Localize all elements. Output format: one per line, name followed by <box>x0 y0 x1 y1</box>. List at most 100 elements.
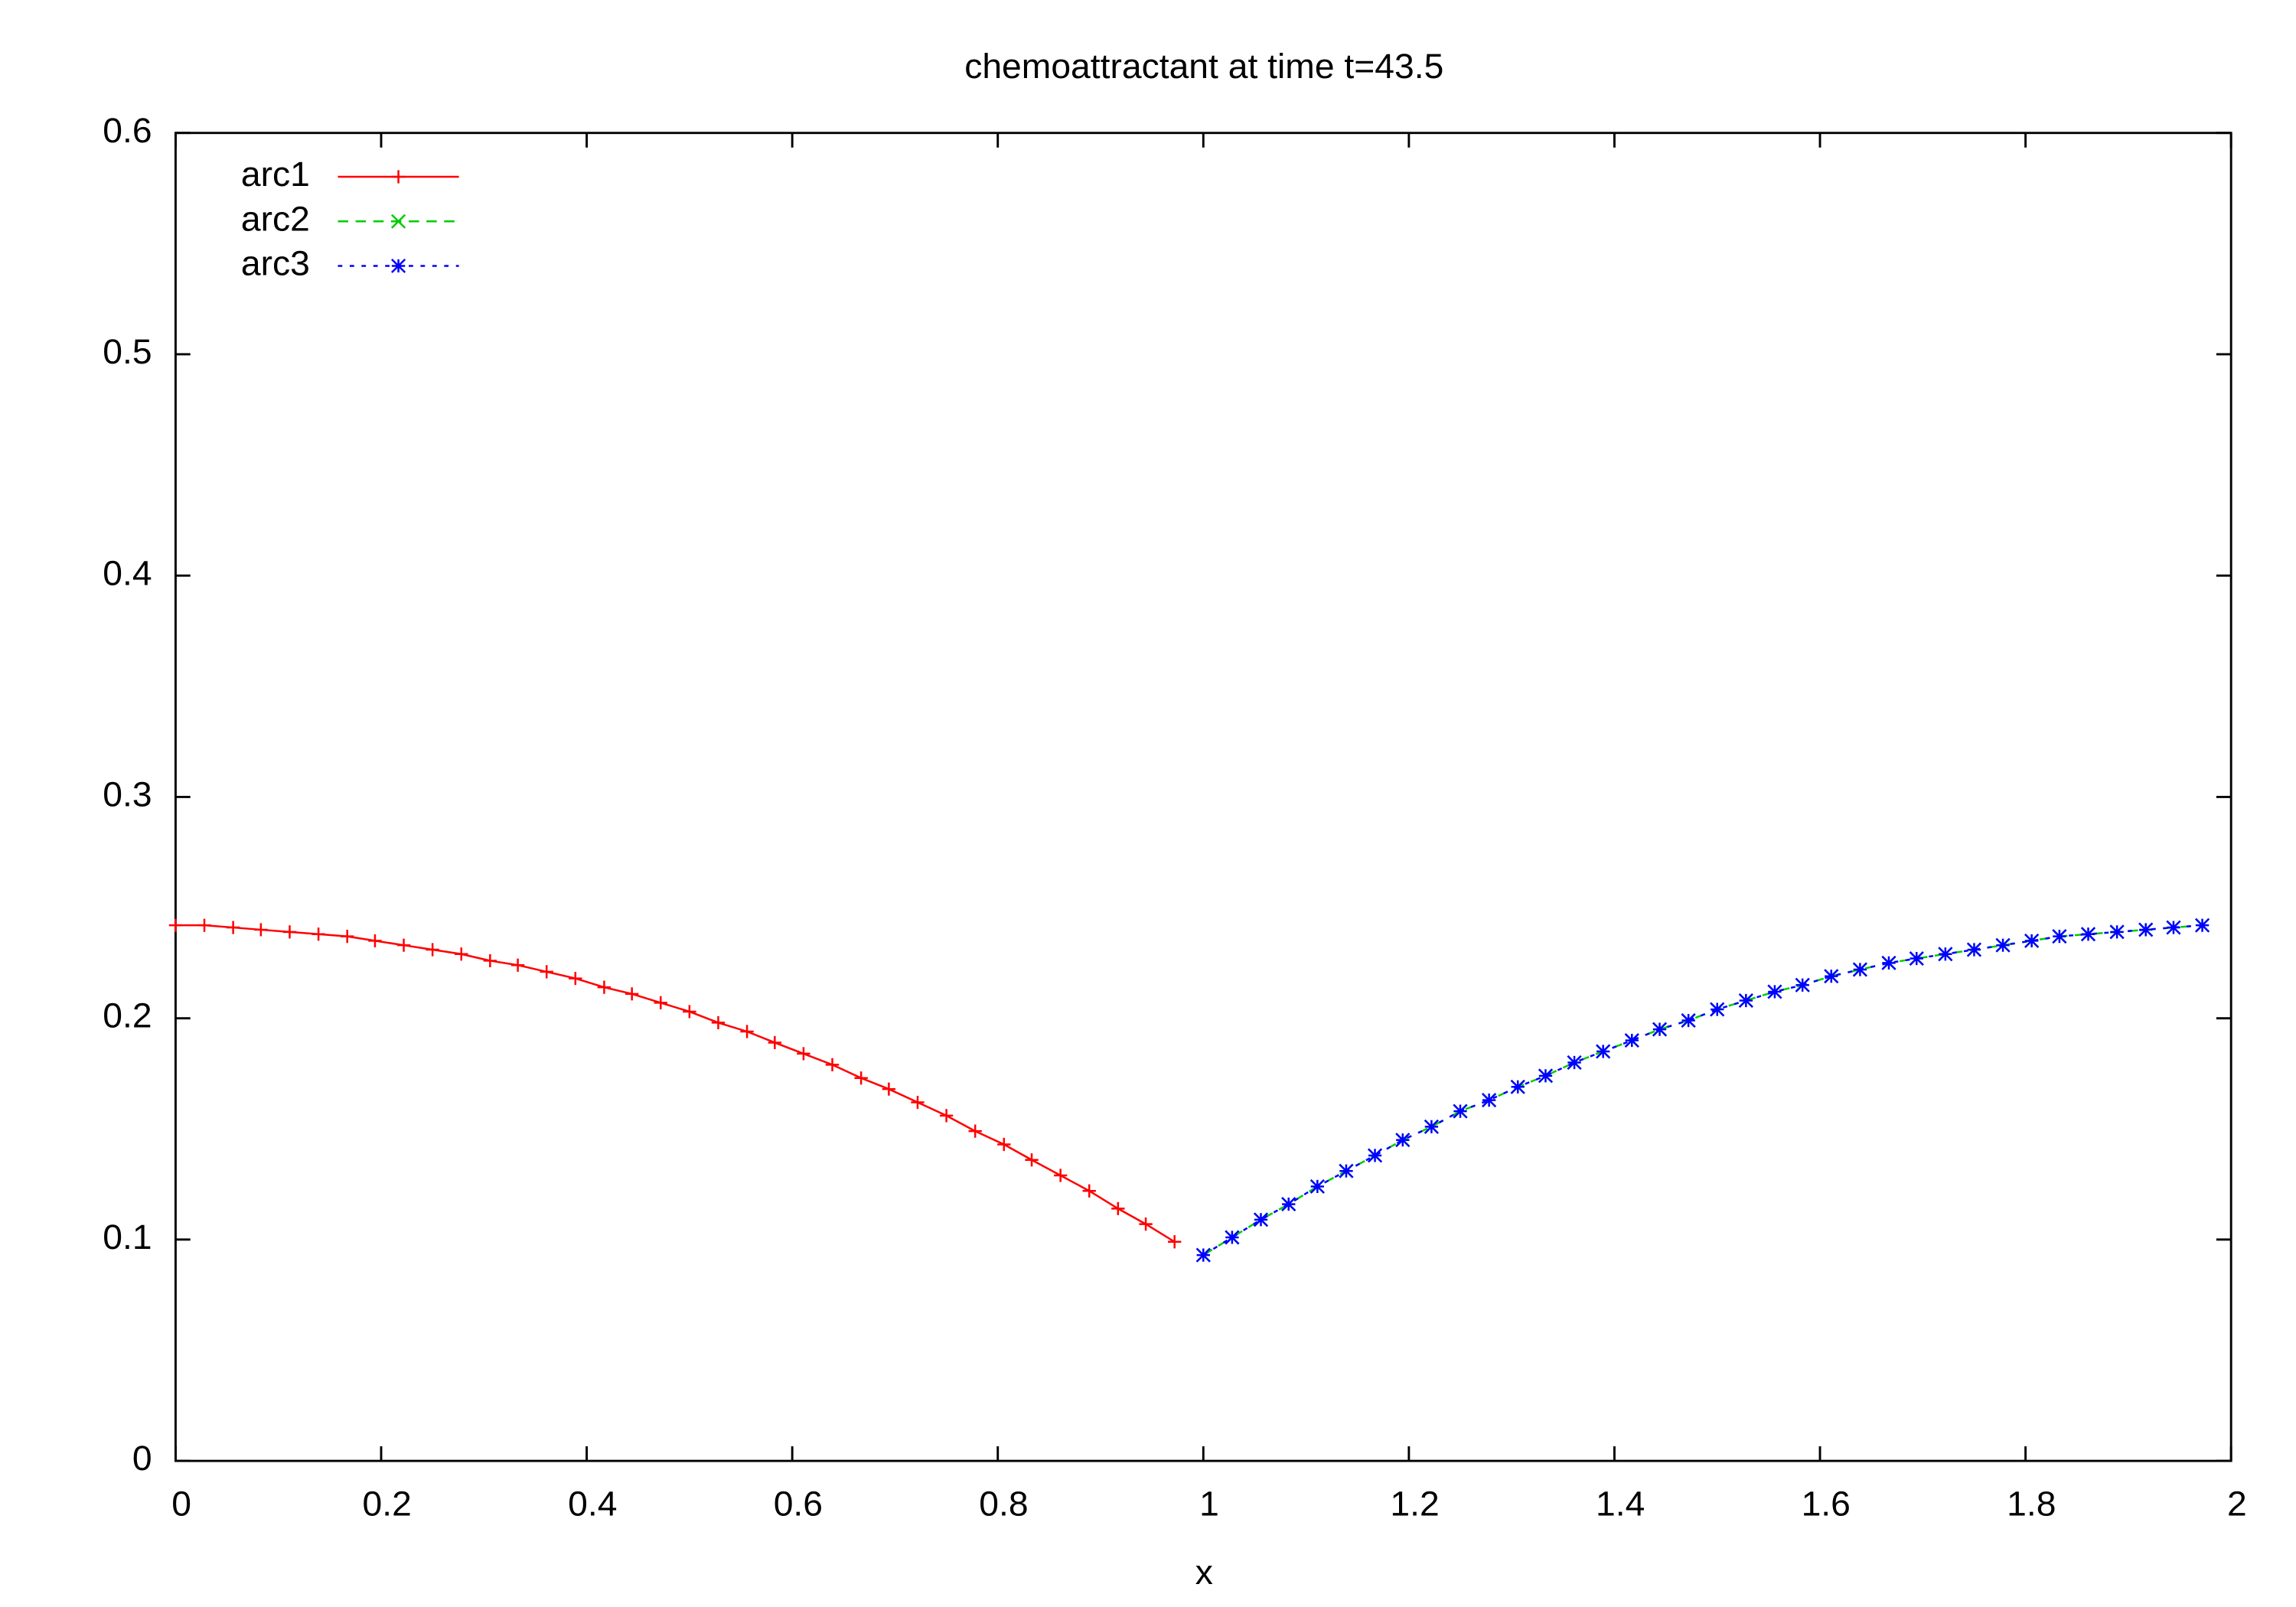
data-point <box>683 1005 696 1019</box>
data-point <box>882 1082 896 1096</box>
data-point <box>1395 1133 1411 1148</box>
data-point <box>768 1035 782 1050</box>
data-point <box>825 1058 840 1071</box>
data-point <box>711 1015 726 1030</box>
data-point <box>939 1109 954 1123</box>
data-point <box>2109 924 2125 940</box>
legend-marker <box>391 258 406 273</box>
data-point <box>455 947 468 961</box>
data-point <box>1482 1093 1497 1108</box>
data-point <box>597 980 612 994</box>
data-point <box>483 953 497 968</box>
y-tick-label: 0.5 <box>103 331 152 371</box>
legend-label: arc1 <box>241 154 310 194</box>
data-point <box>2166 920 2181 935</box>
y-tick-label: 0.6 <box>103 110 152 150</box>
legend-marker <box>391 170 406 184</box>
data-point <box>197 918 211 932</box>
data-point <box>569 971 582 986</box>
data-point <box>1339 1163 1354 1178</box>
legend-label: arc3 <box>241 243 310 283</box>
data-point <box>740 1025 754 1038</box>
legend-marker <box>391 214 406 229</box>
data-point <box>1139 1217 1153 1231</box>
data-point <box>1309 1178 1325 1194</box>
data-point <box>1909 951 1924 966</box>
x-tick-label: 0 <box>171 1484 191 1524</box>
y-tick-label: 0.4 <box>103 553 152 592</box>
data-point <box>368 934 382 947</box>
chart-title: chemoattractant at time t=43.5 <box>964 46 1443 86</box>
data-point <box>968 1124 982 1138</box>
data-point <box>1681 1013 1696 1028</box>
x-tick-label: 0.6 <box>774 1484 823 1524</box>
data-point <box>1824 969 1839 984</box>
y-tick-label: 0.2 <box>103 996 152 1035</box>
data-point <box>1025 1153 1039 1167</box>
data-point <box>1082 1184 1096 1198</box>
x-tick-label: 1 <box>1199 1484 1219 1524</box>
data-point <box>654 996 667 1009</box>
data-point <box>911 1095 925 1110</box>
data-point <box>510 958 525 972</box>
data-point <box>168 918 183 932</box>
data-point <box>226 921 240 934</box>
y-tick-label: 0.1 <box>103 1217 152 1257</box>
data-point <box>1538 1068 1554 1084</box>
data-point <box>1966 942 1982 957</box>
data-point <box>1567 1055 1582 1070</box>
data-point <box>854 1071 868 1085</box>
data-point <box>2138 922 2154 937</box>
x-tick-label: 1.4 <box>1596 1484 1645 1524</box>
x-tick-label: 0.2 <box>363 1484 412 1524</box>
data-point <box>1424 1119 1439 1134</box>
data-point <box>254 923 268 937</box>
data-point <box>1881 955 1896 970</box>
data-point <box>1281 1197 1296 1212</box>
data-point <box>396 938 411 952</box>
data-point <box>1767 984 1782 999</box>
data-point <box>625 987 639 1001</box>
x-tick-label: 0.8 <box>979 1484 1028 1524</box>
x-tick-label: 1.2 <box>1390 1484 1439 1524</box>
data-point <box>282 925 297 939</box>
x-axis-label: x <box>1195 1552 1213 1592</box>
data-point <box>1795 977 1810 993</box>
data-point <box>1053 1169 1068 1182</box>
y-tick-label: 0 <box>132 1438 152 1478</box>
data-point <box>1624 1033 1639 1048</box>
data-point <box>1652 1022 1668 1037</box>
plot-frame <box>174 132 2232 1462</box>
x-tick-label: 0.4 <box>568 1484 617 1524</box>
data-point <box>1738 993 1753 1008</box>
legend-label: arc2 <box>241 199 310 239</box>
data-point <box>1710 1002 1725 1017</box>
data-point <box>426 943 439 957</box>
data-point <box>1938 947 1953 962</box>
data-point <box>1253 1212 1269 1227</box>
data-point <box>2024 933 2040 948</box>
x-tick-label: 1.8 <box>2007 1484 2056 1524</box>
data-point <box>797 1047 810 1061</box>
data-point <box>1367 1148 1383 1163</box>
data-point <box>1852 962 1867 977</box>
data-point <box>341 930 354 944</box>
data-point <box>540 965 553 979</box>
data-point <box>1225 1230 1240 1245</box>
data-point <box>2052 929 2067 944</box>
y-tick-label: 0.3 <box>103 774 152 814</box>
data-point <box>1510 1079 1525 1094</box>
data-point <box>1453 1103 1468 1119</box>
data-point <box>1168 1235 1182 1249</box>
x-tick-label: 2 <box>2227 1484 2247 1524</box>
data-point <box>997 1137 1011 1152</box>
data-point <box>1111 1201 1125 1215</box>
data-point <box>311 927 325 941</box>
data-point <box>2080 927 2096 942</box>
x-tick-label: 1.6 <box>1802 1484 1851 1524</box>
data-point <box>1995 937 2011 953</box>
data-point <box>2195 918 2210 933</box>
